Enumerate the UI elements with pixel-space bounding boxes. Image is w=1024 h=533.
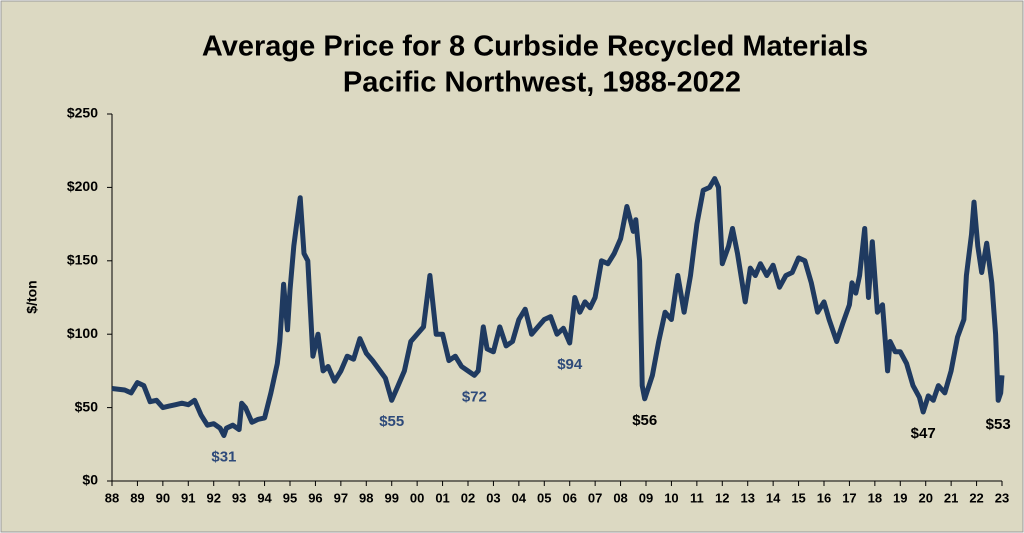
x-tick-label: 95 <box>283 490 297 505</box>
price-line <box>111 176 1005 438</box>
annotation: $72 <box>462 388 487 405</box>
x-tick-label: 02 <box>461 490 475 505</box>
y-tick-label: $200 <box>67 178 98 194</box>
x-tick-label: 92 <box>206 490 220 505</box>
x-tick-label: 12 <box>715 490 729 505</box>
x-tick-label: 88 <box>105 490 119 505</box>
x-tick-label: 05 <box>537 490 551 505</box>
x-tick-label: 18 <box>868 490 882 505</box>
x-tick-label: 20 <box>918 490 932 505</box>
annotation: $56 <box>632 412 657 429</box>
annotation: $31 <box>211 448 236 465</box>
y-axis-label: $/ton <box>24 280 40 313</box>
annotation: $94 <box>557 356 583 373</box>
x-tick-label: 97 <box>334 490 348 505</box>
x-tick-label: 04 <box>512 490 527 505</box>
y-tick-label: $50 <box>75 398 99 414</box>
x-tick-label: 14 <box>766 490 781 505</box>
annotation: $53 <box>986 416 1011 433</box>
x-tick-label: 08 <box>613 490 627 505</box>
x-tick-label: 22 <box>969 490 983 505</box>
annotation: $55 <box>379 413 404 430</box>
x-tick-label: 98 <box>359 490 373 505</box>
x-tick-label: 01 <box>435 490 449 505</box>
x-tick-label: 07 <box>588 490 602 505</box>
x-tick-label: 89 <box>130 490 144 505</box>
x-tick-label: 10 <box>664 490 678 505</box>
x-tick-label: 96 <box>308 490 322 505</box>
chart-subtitle: Pacific Northwest, 1988-2022 <box>343 67 741 99</box>
y-tick-label: $100 <box>67 325 98 341</box>
x-tick-label: 23 <box>995 490 1009 505</box>
x-tick-label: 17 <box>842 490 856 505</box>
y-tick-label: $250 <box>67 105 98 121</box>
x-tick-label: 21 <box>944 490 958 505</box>
x-tick-label: 94 <box>257 490 272 505</box>
x-tick-label: 09 <box>639 490 653 505</box>
x-tick-label: 93 <box>232 490 246 505</box>
x-tick-label: 06 <box>562 490 576 505</box>
x-tick-label: 99 <box>384 490 398 505</box>
chart-title: Average Price for 8 Curbside Recycled Ma… <box>202 31 868 63</box>
x-tick-label: 15 <box>791 490 805 505</box>
x-tick-label: 00 <box>410 490 424 505</box>
x-tick-label: 03 <box>486 490 500 505</box>
x-tick-label: 11 <box>690 490 704 505</box>
x-tick-label: 13 <box>740 490 754 505</box>
y-tick-label: $0 <box>82 472 98 488</box>
x-tick-label: 90 <box>156 490 170 505</box>
x-tick-label: 19 <box>893 490 907 505</box>
x-tick-label: 16 <box>817 490 831 505</box>
y-tick-label: $150 <box>67 252 98 268</box>
annotation: $47 <box>911 425 936 442</box>
x-tick-label: 91 <box>181 490 195 505</box>
